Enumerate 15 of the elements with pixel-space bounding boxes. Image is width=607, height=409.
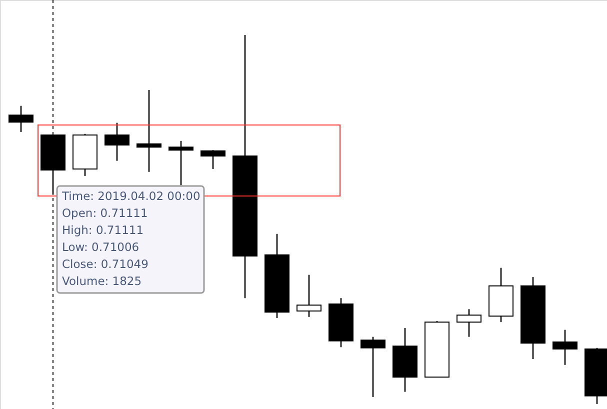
candlestick [168,140,194,186]
candlestick [360,336,386,398]
candlestick [200,149,226,170]
candlestick [136,89,162,173]
candlestick [104,122,130,162]
annotation: Open: 0.71111 [62,206,148,220]
candlestick [552,329,578,366]
candlestick [456,308,482,338]
annotation: High: 0.71111 [62,223,144,237]
annotation: Close: 0.71049 [62,257,148,271]
candlestick [296,274,322,318]
annotation: Volume: 1825 [62,274,142,288]
annotation: Time: 2019.04.02 00:00 [61,189,200,203]
candlestick [8,105,34,133]
annotation: Low: 0.71006 [62,240,140,254]
